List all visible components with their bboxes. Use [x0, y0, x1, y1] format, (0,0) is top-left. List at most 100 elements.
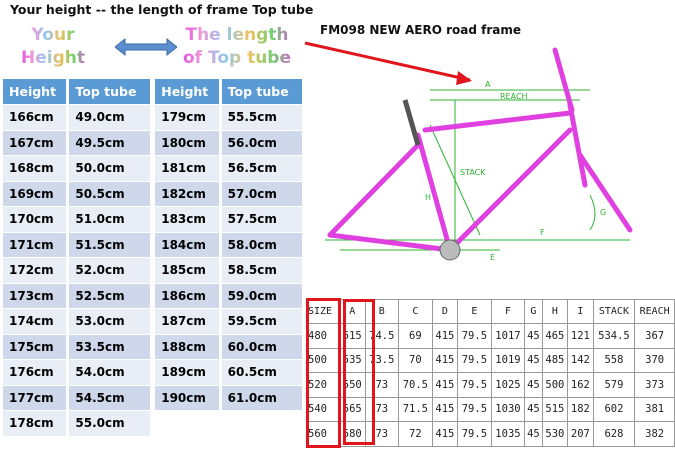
geometry-cell: 1017 [490, 323, 526, 349]
top-tube-cell: 56.0cm [220, 130, 306, 156]
geometry-cell: 79.5 [457, 323, 492, 349]
table-row: 167cm 49.5cm 180cm 56.0cm [3, 130, 306, 156]
top-tube-cell: 59.0cm [220, 283, 306, 309]
table-row: 170cm 51.0cm 183cm 57.5cm [3, 206, 306, 233]
height-top-tube-table: Height Top tube Height Top tube 166cm 49.… [3, 79, 306, 437]
height-cell: 188cm [155, 334, 222, 360]
geometry-cell: 1035 [490, 421, 526, 447]
top-tube-cell: 59.5cm [220, 308, 306, 335]
height-cell: 171cm [3, 232, 70, 258]
geometry-cell: 79.5 [457, 372, 492, 398]
height-cell: 172cm [3, 257, 70, 284]
height-cell: 178cm [3, 410, 70, 437]
top-tube-cell: 56.5cm [220, 155, 306, 182]
size-column-highlight [306, 298, 341, 448]
geometry-cell: 45 [524, 347, 543, 373]
top-tube-cell: 53.0cm [67, 308, 153, 335]
geometry-cell: 515 [541, 396, 569, 422]
header-height: Height [155, 79, 222, 105]
a-column-highlight [343, 299, 375, 445]
table-row: 176cm 54.0cm 189cm 60.5cm [3, 359, 306, 386]
height-cell: 190cm [155, 385, 222, 411]
height-cell [155, 410, 222, 437]
your-height-label: Your Height [18, 24, 88, 70]
label-f: F [540, 228, 545, 237]
geometry-cell: 162 [567, 372, 594, 398]
column-header: STACK [592, 299, 636, 324]
geometry-cell: 45 [524, 396, 543, 422]
table-row: 560 580 73 72 415 79.5 1035 45 530 207 628 382 [306, 421, 675, 447]
geometry-cell: 381 [634, 396, 675, 422]
height-cell: 182cm [155, 181, 222, 207]
height-cell: 189cm [155, 359, 222, 386]
geometry-cell: 415 [431, 323, 459, 349]
top-tube-cell: 60.0cm [220, 334, 306, 360]
top-tube-cell: 57.0cm [220, 181, 306, 207]
height-cell: 175cm [3, 334, 70, 360]
geometry-cell: 79.5 [457, 396, 492, 422]
height-cell: 183cm [155, 206, 222, 233]
geometry-cell: 79.5 [457, 421, 492, 447]
geometry-cell: 373 [634, 372, 675, 398]
column-header: C [398, 299, 433, 324]
geometry-cell: 465 [541, 323, 569, 349]
geometry-table: SIZE A B C D E F G H I STACK REACH 480 515 74.5 69 415 79… [306, 299, 675, 447]
top-tube-cell: 58.0cm [220, 232, 306, 258]
label-stack: STACK [460, 168, 486, 177]
height-cell: 173cm [3, 283, 70, 309]
top-tube-cell: 57.5cm [220, 206, 306, 233]
geometry-cell: 69 [398, 323, 433, 349]
column-header: H [541, 299, 569, 324]
geometry-cell: 628 [592, 421, 636, 447]
geometry-cell: 1030 [490, 396, 526, 422]
height-cell: 185cm [155, 257, 222, 284]
geometry-cell: 142 [567, 347, 594, 373]
geometry-cell: 207 [567, 421, 594, 447]
column-header: B [364, 299, 400, 324]
geometry-cell: 71.5 [398, 396, 433, 422]
geometry-cell: 45 [524, 421, 543, 447]
double-arrow-icon [115, 37, 177, 57]
geometry-cell: 382 [634, 421, 675, 447]
table-row: 169cm 50.5cm 182cm 57.0cm [3, 181, 306, 207]
geometry-cell: 415 [431, 347, 459, 373]
top-tube-cell: 51.5cm [67, 232, 153, 258]
height-cell: 176cm [3, 359, 70, 386]
geometry-cell: 73.5 [364, 347, 400, 373]
geometry-cell: 415 [431, 372, 459, 398]
geometry-cell: 72 [398, 421, 433, 447]
geometry-cell: 1019 [490, 347, 526, 373]
height-cell: 169cm [3, 181, 70, 207]
top-tube-cell: 50.5cm [67, 181, 153, 207]
column-header: G [524, 299, 543, 324]
top-tube-cell: 60.5cm [220, 359, 306, 386]
bike-frame [327, 47, 633, 253]
dimension-lines [325, 89, 630, 251]
table-row: 172cm 52.0cm 185cm 58.5cm [3, 257, 306, 284]
table-row: 174cm 53.0cm 187cm 59.5cm [3, 308, 306, 335]
top-tube-cell: 49.0cm [67, 104, 153, 131]
top-tube-cell: 58.5cm [220, 257, 306, 284]
geometry-cell: 45 [524, 323, 543, 349]
table-row: 173cm 52.5cm 186cm 59.0cm [3, 283, 306, 309]
height-cell: 174cm [3, 308, 70, 335]
top-tube-cell: 55.0cm [67, 410, 153, 437]
table-row: 166cm 49.0cm 179cm 55.5cm [3, 104, 306, 131]
height-cell: 170cm [3, 206, 70, 233]
top-tube-cell: 54.0cm [67, 359, 153, 386]
geometry-cell: 530 [541, 421, 569, 447]
height-cell: 184cm [155, 232, 222, 258]
geometry-cell: 73 [364, 372, 400, 398]
column-header: D [431, 299, 459, 324]
header-top-tube: Top tube [220, 79, 306, 105]
top-tube-cell: 52.5cm [67, 283, 153, 309]
height-cell: 180cm [155, 130, 222, 156]
page-title: Your height -- the length of frame Top t… [10, 2, 314, 17]
label-a: A [485, 80, 491, 89]
pointer-arrow-line [304, 41, 471, 82]
top-tube-cell: 52.0cm [67, 257, 153, 284]
height-cell: 166cm [3, 104, 70, 131]
arrow-head-icon [456, 71, 472, 85]
geometry-cell: 367 [634, 323, 675, 349]
geometry-cell: 415 [431, 421, 459, 447]
